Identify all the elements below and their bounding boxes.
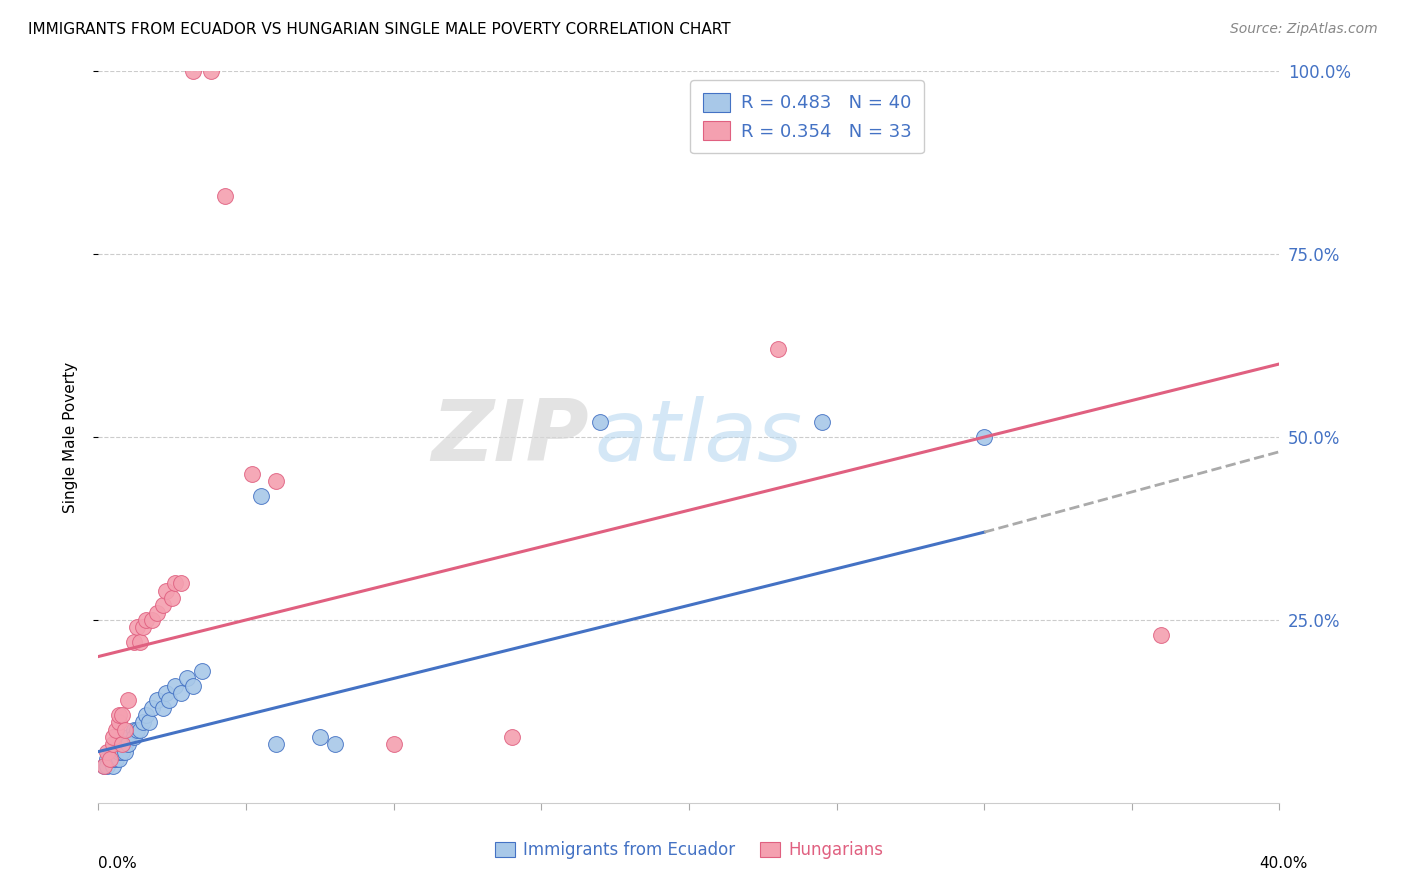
Point bbox=[117, 737, 139, 751]
Point bbox=[250, 489, 273, 503]
Point bbox=[105, 752, 128, 766]
Point bbox=[111, 737, 134, 751]
Point bbox=[105, 745, 128, 759]
Point bbox=[138, 715, 160, 730]
Point bbox=[98, 752, 121, 766]
Point bbox=[93, 759, 115, 773]
Point bbox=[111, 745, 134, 759]
Point bbox=[93, 759, 115, 773]
Point bbox=[146, 606, 169, 620]
Point bbox=[117, 693, 139, 707]
Point bbox=[264, 737, 287, 751]
Y-axis label: Single Male Poverty: Single Male Poverty bbox=[63, 361, 77, 513]
Point bbox=[108, 745, 131, 759]
Point bbox=[122, 635, 145, 649]
Point bbox=[165, 576, 187, 591]
Point bbox=[323, 737, 346, 751]
Point bbox=[96, 745, 118, 759]
Point bbox=[96, 759, 118, 773]
Point bbox=[240, 467, 263, 481]
Point bbox=[111, 737, 134, 751]
Point bbox=[132, 620, 155, 634]
Point bbox=[128, 723, 150, 737]
Text: Source: ZipAtlas.com: Source: ZipAtlas.com bbox=[1230, 22, 1378, 37]
Text: ZIP: ZIP bbox=[430, 395, 589, 479]
Point bbox=[128, 635, 150, 649]
Point bbox=[135, 613, 157, 627]
Point bbox=[114, 737, 136, 751]
Point bbox=[125, 723, 148, 737]
Point bbox=[309, 730, 332, 744]
Text: 0.0%: 0.0% bbox=[98, 856, 138, 871]
Point bbox=[162, 591, 183, 605]
Point bbox=[103, 752, 125, 766]
Point bbox=[152, 599, 174, 613]
Point bbox=[181, 679, 204, 693]
Point bbox=[589, 416, 612, 430]
Point bbox=[103, 730, 125, 744]
Point bbox=[141, 700, 163, 714]
Point bbox=[105, 723, 128, 737]
Point bbox=[146, 693, 169, 707]
Text: atlas: atlas bbox=[595, 395, 803, 479]
Point bbox=[122, 723, 145, 737]
Point bbox=[108, 752, 131, 766]
Point bbox=[165, 679, 187, 693]
Point bbox=[200, 64, 222, 78]
Point bbox=[114, 723, 136, 737]
Point bbox=[176, 672, 198, 686]
Point bbox=[103, 759, 125, 773]
Point bbox=[155, 583, 177, 598]
Point bbox=[214, 188, 236, 202]
Point bbox=[125, 620, 148, 634]
Point bbox=[157, 693, 180, 707]
Point bbox=[170, 576, 193, 591]
Point bbox=[108, 715, 131, 730]
Point bbox=[264, 474, 287, 488]
Point bbox=[382, 737, 405, 751]
Point bbox=[973, 430, 995, 444]
Text: IMMIGRANTS FROM ECUADOR VS HUNGARIAN SINGLE MALE POVERTY CORRELATION CHART: IMMIGRANTS FROM ECUADOR VS HUNGARIAN SIN… bbox=[28, 22, 731, 37]
Point bbox=[103, 737, 125, 751]
Point bbox=[1150, 627, 1173, 641]
Point bbox=[111, 708, 134, 723]
Point bbox=[152, 700, 174, 714]
Point bbox=[810, 416, 832, 430]
Point bbox=[141, 613, 163, 627]
Point bbox=[132, 715, 155, 730]
Point bbox=[170, 686, 193, 700]
Point bbox=[98, 752, 121, 766]
Point bbox=[181, 64, 204, 78]
Point bbox=[766, 343, 789, 357]
Point bbox=[117, 730, 139, 744]
Point bbox=[122, 730, 145, 744]
Point bbox=[114, 745, 136, 759]
Point bbox=[96, 752, 118, 766]
Point bbox=[191, 664, 214, 678]
Legend: R = 0.483   N = 40, R = 0.354   N = 33: R = 0.483 N = 40, R = 0.354 N = 33 bbox=[690, 80, 924, 153]
Point bbox=[135, 708, 157, 723]
Point bbox=[155, 686, 177, 700]
Point bbox=[108, 708, 131, 723]
Point bbox=[501, 730, 523, 744]
Text: 40.0%: 40.0% bbox=[1260, 856, 1308, 871]
